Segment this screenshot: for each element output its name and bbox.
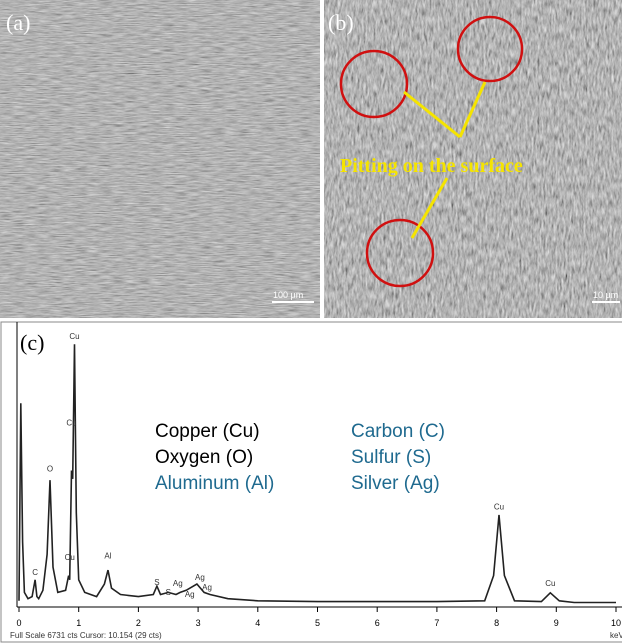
peak-label: Ag [185, 590, 195, 599]
peak-label: O [47, 465, 53, 474]
peak-label: C [32, 568, 38, 577]
x-tick-label: 10 [611, 618, 621, 628]
x-tick-label: 2 [136, 618, 141, 628]
peak-label: Al [104, 552, 111, 561]
peak-label: Cu [65, 553, 75, 562]
x-tick-label: 6 [375, 618, 380, 628]
peak-label: Ag [202, 583, 212, 592]
peak-label: Cu [66, 418, 76, 427]
legend-entry: Sulfur (S) [351, 447, 431, 468]
legend-entry: Aluminum (Al) [155, 473, 274, 494]
panel-label: (b) [328, 10, 354, 35]
sem-image-a [0, 0, 320, 318]
annotation: Pitting on the surface [340, 155, 523, 177]
legend-entry: Oxygen (O) [155, 447, 253, 468]
panel-label: (c) [20, 330, 44, 355]
peak-label: Cu [494, 503, 504, 512]
x-axis-label: keV [610, 631, 622, 640]
footer: Full Scale 6731 cts Cursor: 10.154 (29 c… [10, 631, 162, 640]
x-tick-label: 5 [315, 618, 320, 628]
peak-label: Ag [173, 579, 183, 588]
x-tick-label: 3 [196, 618, 201, 628]
spectrum-panel [1, 322, 622, 642]
legend-entry: Carbon (C) [351, 421, 445, 442]
x-tick-label: 9 [554, 618, 559, 628]
panel-label: (a) [6, 10, 30, 35]
scale-bar-label: 100 µm [273, 290, 303, 300]
figure: (a) (b) 100 µm 10 µm Pitting on the surf… [0, 0, 622, 643]
peak-label: S [154, 578, 159, 587]
peak-label: Cu [545, 579, 555, 588]
peak-label: S [166, 588, 171, 597]
x-tick-label: 0 [16, 618, 21, 628]
scale-bar-label: 10 µm [593, 290, 618, 300]
peak-label: Cu [69, 332, 79, 341]
peak-label: Ag [195, 573, 205, 582]
x-tick-label: 1 [76, 618, 81, 628]
x-tick-label: 4 [255, 618, 260, 628]
x-tick-label: 8 [494, 618, 499, 628]
legend-entry: Copper (Cu) [155, 421, 260, 442]
x-tick-label: 7 [434, 618, 439, 628]
page: (a) (b) 100 µm 10 µm Pitting on the surf… [0, 0, 622, 643]
legend-entry: Silver (Ag) [351, 473, 440, 494]
